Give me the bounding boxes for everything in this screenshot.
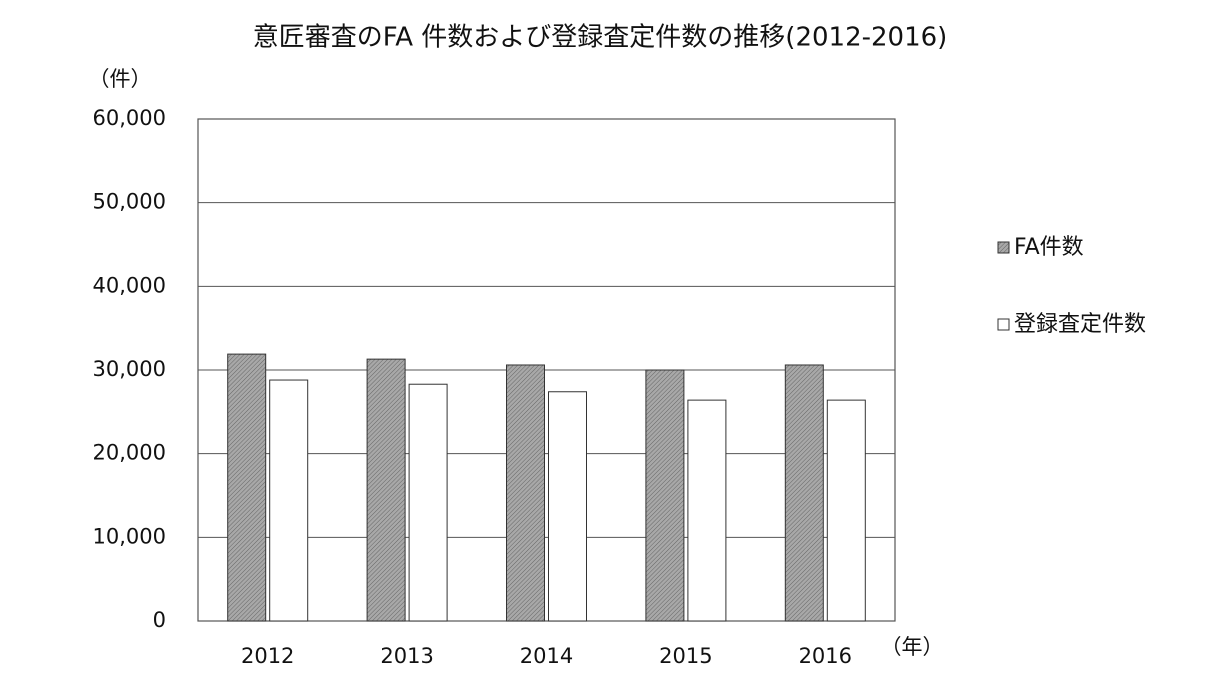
bar: [548, 391, 587, 622]
x-tick-label: 2016: [799, 644, 852, 668]
y-tick-label: 30,000: [93, 357, 166, 381]
chart-title: 意匠審査のFA 件数および登録査定件数の推移(2012-2016): [253, 23, 948, 53]
bar: [269, 379, 309, 622]
x-tick-label: 2012: [241, 644, 294, 668]
bar: [227, 353, 267, 622]
y-axis-label: （件）: [89, 67, 152, 91]
x-tick-label: 2014: [520, 644, 573, 668]
y-tick-label: 50,000: [93, 190, 166, 214]
y-tick-label: 40,000: [93, 273, 166, 297]
x-tick-label: 2015: [659, 644, 712, 668]
legend-label: FA件数: [1014, 235, 1084, 260]
legend-label: 登録査定件数: [1014, 312, 1146, 337]
bar: [826, 399, 866, 622]
x-axis-label: （年）: [881, 635, 944, 659]
bar: [687, 399, 727, 622]
x-tick-label: 2013: [380, 644, 433, 668]
bar: [784, 364, 824, 622]
bar: [645, 369, 685, 622]
y-tick-label: 10,000: [93, 524, 166, 548]
legend-swatch: [997, 318, 1010, 331]
bar: [366, 358, 406, 622]
y-tick-label: 20,000: [93, 441, 166, 465]
bar: [408, 383, 448, 622]
y-tick-label: 60,000: [93, 106, 166, 130]
y-tick-label: 0: [153, 608, 166, 632]
bar: [506, 364, 545, 622]
legend-swatch: [997, 241, 1010, 254]
